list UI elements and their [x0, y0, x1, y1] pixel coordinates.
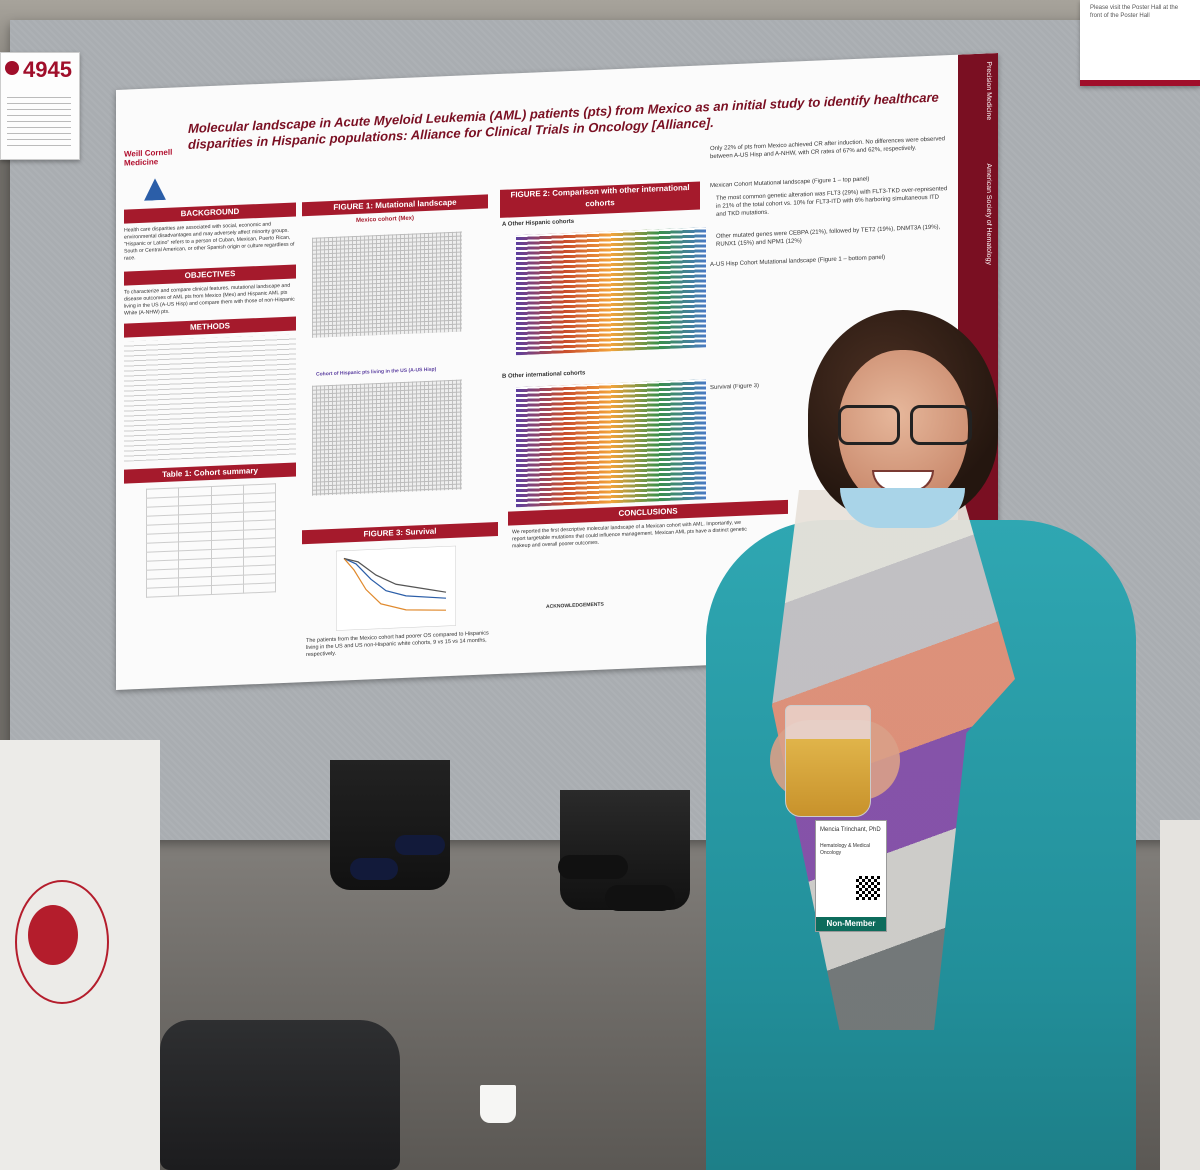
card-text-lines [7, 97, 71, 147]
results-us-heading: A-US Hisp Cohort Mutational landscape (F… [710, 254, 886, 269]
section-figure2: FIGURE 2: Comparison with other internat… [500, 181, 700, 218]
badge-dept: Hematology & Medical Oncology [820, 843, 871, 856]
section-figure3: FIGURE 3: Survival [302, 521, 498, 545]
section-methods: METHODS [124, 316, 296, 338]
survival-curve-chart [336, 545, 456, 631]
sidebar-logo-2: American Society of Hematology [985, 163, 992, 266]
mutation-heatmap-mexico [312, 231, 462, 338]
figure1-bottom-label: Cohort of Hispanic pts living in the US … [316, 366, 437, 378]
figure3-caption: The patients from the Mexico cohort had … [306, 630, 489, 659]
comparison-bar-chart-international [516, 379, 706, 508]
section-table1: Table 1: Cohort summary [124, 462, 296, 484]
paper-cup [480, 1085, 516, 1123]
ash-logo-dot [28, 905, 78, 965]
backpack [160, 1020, 400, 1170]
figure2-a-label: A Other Hispanic cohorts [502, 218, 575, 228]
shoe [558, 855, 628, 879]
objectives-text: To characterize and compare clinical fea… [124, 282, 295, 317]
cohort-summary-table [146, 483, 276, 598]
comparison-bar-chart-hispanic [516, 227, 706, 356]
badge-name: Mencia Trinchant, PhD [820, 827, 881, 833]
shoe [350, 858, 398, 880]
name-badge: Mencia Trinchant, PhD Hematology & Medic… [815, 820, 887, 932]
ash-logo-icon [15, 880, 109, 1004]
institution-logo: Weill Cornell Medicine [124, 147, 173, 168]
section-background: BACKGROUND [124, 202, 296, 224]
background-text: Health care disparities are associated w… [124, 221, 295, 262]
shoe [395, 835, 445, 855]
section-objectives: OBJECTIVES [124, 264, 296, 286]
mutation-heatmap-us-hispanic [312, 379, 462, 496]
ash-logo-icon [5, 61, 19, 75]
glasses-icon [838, 405, 972, 445]
info-card: Please visit the Poster Hall at the fron… [1080, 0, 1200, 86]
poster-number-card: 4945 [0, 52, 80, 160]
face-mask [840, 488, 965, 528]
poster-number: 4945 [23, 57, 72, 82]
sidebar-logo-1: Precision Medicine [985, 61, 992, 121]
beverage-cup [785, 705, 871, 817]
acknowledgements-heading: ACKNOWLEDGEMENTS [546, 601, 604, 610]
section-figure1: FIGURE 1: Mutational landscape [302, 194, 488, 217]
figure1-top-label: Mexico cohort (Mex) [356, 215, 415, 224]
badge-type: Non-Member [816, 917, 886, 931]
methods-text [124, 334, 296, 462]
booth-panel-right [1160, 820, 1200, 1170]
conclusions-text: We reported the first descriptive molecu… [512, 519, 747, 550]
qr-code-icon [856, 876, 880, 900]
alliance-logo-icon [144, 178, 166, 201]
info-card-text: Please visit the Poster Hall at the fron… [1090, 5, 1179, 19]
figure2-b-label: B Other international cohorts [502, 370, 586, 380]
shoe [605, 885, 675, 911]
research-poster: Precision Medicine American Society of H… [116, 53, 998, 690]
